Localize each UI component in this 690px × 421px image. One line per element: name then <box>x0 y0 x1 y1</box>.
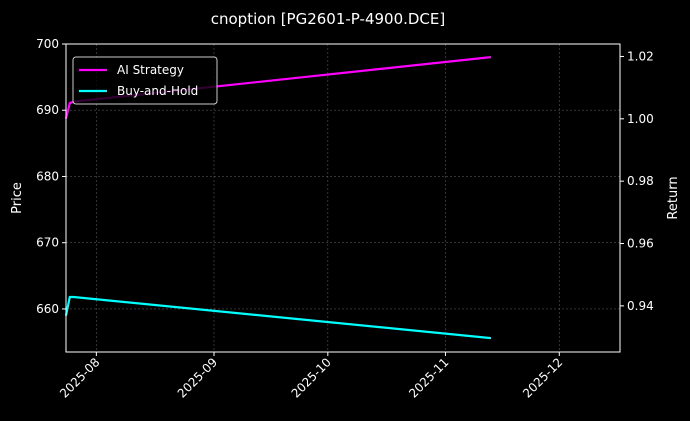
series-layer <box>64 56 492 340</box>
y2-tick-label: 0.96 <box>627 237 654 251</box>
y-axis-left: 660 670 680 690 700 <box>36 37 66 316</box>
legend: AI Strategy Buy-and-Hold <box>72 56 218 105</box>
y2-axis-label: Return <box>666 176 681 219</box>
y2-tick-label: 0.98 <box>627 174 654 188</box>
plot-frame <box>65 43 621 353</box>
legend-label-ai-strategy: AI Strategy <box>117 63 184 77</box>
series-line-buy-and-hold <box>64 295 492 340</box>
y-tick-label: 700 <box>36 37 59 51</box>
y2-tick-label: 1.00 <box>627 112 654 126</box>
legend-label-buy-and-hold: Buy-and-Hold <box>117 84 198 98</box>
y-axis-right: 0.94 0.96 0.98 1.00 1.02 <box>620 49 654 313</box>
legend-box <box>72 56 218 105</box>
y-tick-label: 680 <box>36 169 59 183</box>
y2-tick-label: 0.94 <box>627 299 654 313</box>
y-tick-label: 670 <box>36 236 59 250</box>
y-tick-label: 690 <box>36 103 59 117</box>
series-line-ai-strategy <box>64 56 492 120</box>
y-axis-label: Price <box>10 182 25 214</box>
y-tick-label: 660 <box>36 302 59 316</box>
y2-tick-label: 1.02 <box>627 49 654 63</box>
chart-title: cnoption [PG2601-P-4900.DCE] <box>211 10 446 28</box>
